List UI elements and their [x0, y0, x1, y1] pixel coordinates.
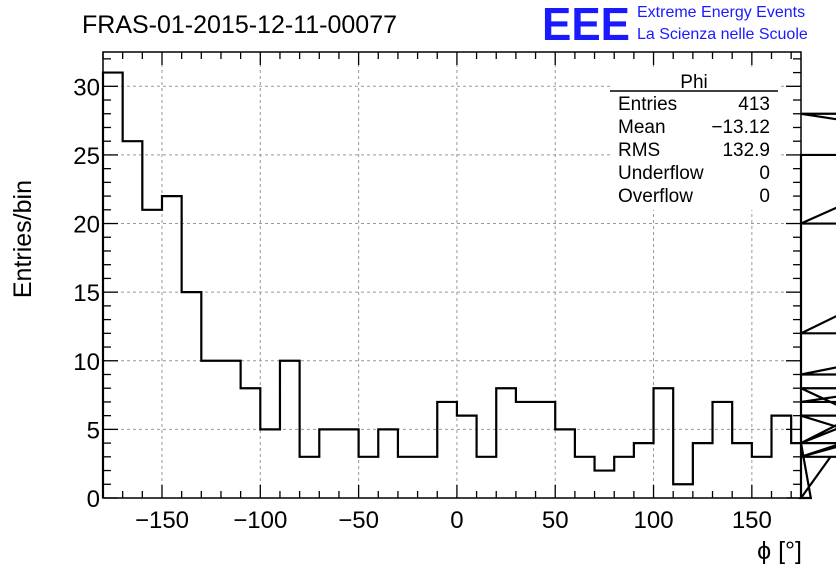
histogram-bin — [378, 429, 398, 498]
histogram-bin — [457, 416, 477, 498]
histogram-bin — [477, 457, 497, 498]
stats-label-overflow: Overflow — [618, 186, 693, 207]
histogram-bin — [772, 416, 792, 498]
histogram-bin — [398, 457, 418, 498]
x-tick-label: −150 — [135, 507, 189, 534]
histogram-bin — [162, 196, 182, 498]
x-tick-label: −100 — [233, 507, 287, 534]
logo-line-2: La Scienza nelle Scuole — [637, 26, 808, 43]
histogram-bin — [673, 484, 693, 498]
histogram-bin — [300, 457, 320, 498]
x-tick-label: 100 — [634, 507, 674, 534]
x-tick-labels: −150 −100 −50 0 50 100 150 — [135, 507, 772, 534]
stats-label-mean: Mean — [618, 117, 666, 138]
x-tick-label: 50 — [542, 507, 569, 534]
histogram-bin — [752, 457, 772, 498]
stats-value-entries: 413 — [738, 94, 770, 115]
stats-label-rms: RMS — [618, 140, 660, 161]
x-axis-label: ϕ [°] — [757, 537, 802, 565]
histogram-bin — [713, 402, 733, 498]
histogram-bin — [496, 388, 516, 498]
histogram-bin — [693, 443, 713, 498]
stats-value-overflow: 0 — [759, 186, 770, 207]
histogram-bin — [595, 471, 615, 498]
stats-value-mean: −13.12 — [711, 117, 770, 138]
y-tick-label: 15 — [73, 280, 100, 307]
histogram-bin — [536, 402, 556, 498]
y-tick-label: 10 — [73, 349, 100, 376]
y-tick-label: 20 — [73, 212, 100, 239]
y-axis-label: Entries/bin — [9, 180, 37, 298]
histogram-bin — [732, 443, 752, 498]
x-tick-label: −50 — [338, 507, 379, 534]
stats-label-underflow: Underflow — [618, 163, 704, 184]
histogram-bin — [418, 457, 438, 498]
logo: EEE Extreme Energy Events La Scienza nel… — [542, 0, 808, 50]
histogram-bin — [575, 457, 595, 498]
histogram-bin — [339, 429, 359, 498]
histogram-bin — [319, 429, 339, 498]
histogram-bin — [555, 429, 575, 498]
stats-label-entries: Entries — [618, 94, 677, 115]
chart-title: FRAS-01-2015-12-11-00077 — [82, 11, 397, 39]
y-tick-label: 0 — [87, 486, 100, 513]
histogram-bin — [103, 73, 123, 498]
stats-value-underflow: 0 — [759, 163, 770, 184]
y-tick-label: 30 — [73, 74, 100, 101]
x-tick-label: 0 — [450, 507, 463, 534]
histogram-bin — [182, 292, 202, 498]
histogram-bin — [142, 210, 162, 498]
y-tick-label: 25 — [73, 143, 100, 170]
histogram-bin — [241, 388, 261, 498]
histogram-bin — [614, 457, 634, 498]
stats-value-rms: 132.9 — [722, 140, 770, 161]
stats-box: Phi Entries 413 Mean −13.12 RMS 132.9 Un… — [610, 70, 778, 210]
y-tick-label: 5 — [87, 417, 100, 444]
histogram-bin — [359, 457, 379, 498]
histogram-bin — [260, 429, 280, 498]
histogram-bin — [634, 443, 654, 498]
histogram-bin — [123, 141, 143, 498]
x-tick-label: 150 — [732, 507, 772, 534]
histogram-bin — [437, 402, 457, 498]
logo-line-1: Extreme Energy Events — [637, 4, 805, 21]
stats-title: Phi — [680, 72, 707, 93]
y-tick-labels: 0 5 10 15 20 25 30 — [73, 74, 100, 513]
logo-mark: EEE — [542, 0, 630, 50]
histogram-bin — [654, 388, 674, 498]
histogram-bin — [516, 402, 536, 498]
